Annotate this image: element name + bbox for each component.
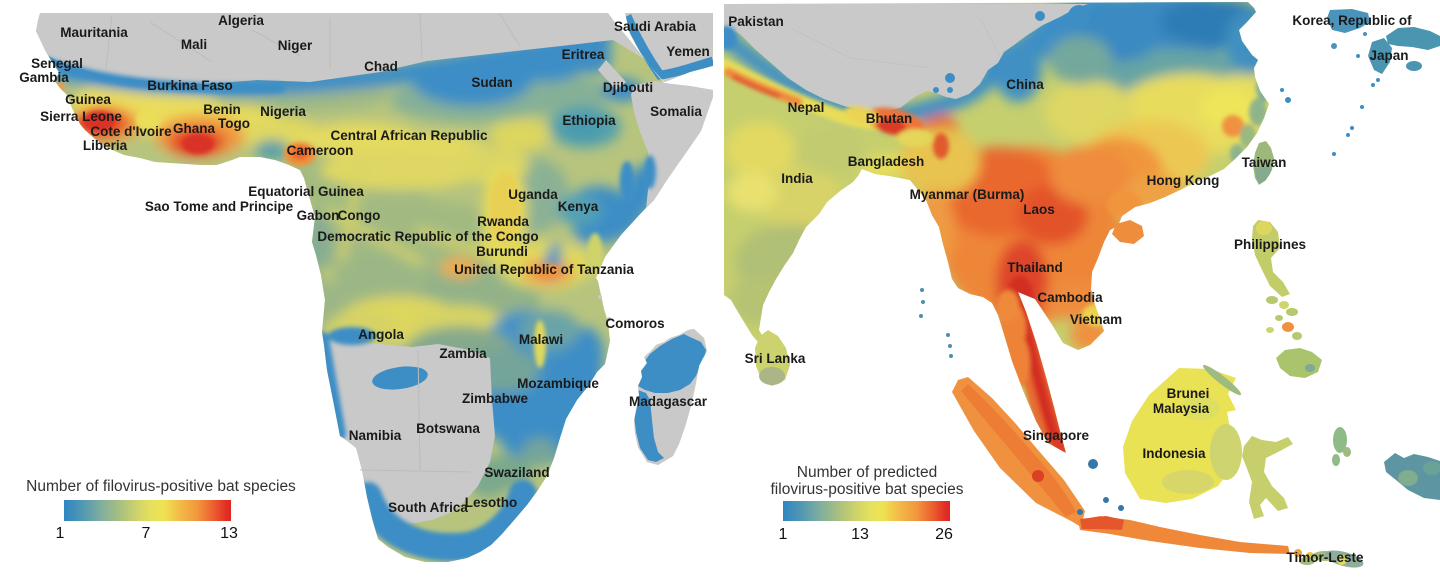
svg-text:Nepal: Nepal bbox=[788, 100, 825, 115]
svg-text:Liberia: Liberia bbox=[83, 138, 128, 153]
svg-text:Algeria: Algeria bbox=[218, 13, 264, 28]
svg-text:Cote d'Ivoire: Cote d'Ivoire bbox=[90, 124, 172, 139]
svg-text:India: India bbox=[781, 171, 813, 186]
svg-text:Zimbabwe: Zimbabwe bbox=[462, 391, 529, 406]
svg-text:Indonesia: Indonesia bbox=[1142, 446, 1206, 461]
svg-text:Hong Kong: Hong Kong bbox=[1147, 173, 1220, 188]
svg-text:Thailand: Thailand bbox=[1007, 260, 1063, 275]
svg-text:Kenya: Kenya bbox=[558, 199, 599, 214]
svg-text:Eritrea: Eritrea bbox=[562, 47, 605, 62]
svg-text:Bhutan: Bhutan bbox=[866, 111, 913, 126]
svg-text:Congo: Congo bbox=[338, 208, 381, 223]
svg-text:Democratic Republic of the Con: Democratic Republic of the Congo bbox=[317, 229, 538, 244]
svg-text:Sri Lanka: Sri Lanka bbox=[745, 351, 806, 366]
svg-text:Vietnam: Vietnam bbox=[1070, 312, 1122, 327]
svg-text:13: 13 bbox=[220, 525, 238, 542]
svg-text:United Republic of Tanzania: United Republic of Tanzania bbox=[454, 262, 634, 277]
svg-text:Malaysia: Malaysia bbox=[1153, 401, 1210, 416]
svg-text:Niger: Niger bbox=[278, 38, 313, 53]
svg-text:Sudan: Sudan bbox=[471, 75, 512, 90]
svg-text:Lesotho: Lesotho bbox=[465, 495, 518, 510]
svg-text:Togo: Togo bbox=[218, 116, 250, 131]
svg-text:Madagascar: Madagascar bbox=[629, 394, 708, 409]
svg-text:Taiwan: Taiwan bbox=[1242, 155, 1287, 170]
svg-text:Cameroon: Cameroon bbox=[287, 143, 354, 158]
svg-text:Ghana: Ghana bbox=[173, 121, 216, 136]
svg-text:Namibia: Namibia bbox=[349, 428, 402, 443]
svg-text:Uganda: Uganda bbox=[508, 187, 558, 202]
svg-text:Cambodia: Cambodia bbox=[1037, 290, 1103, 305]
svg-text:Nigeria: Nigeria bbox=[260, 104, 306, 119]
svg-text:Ethiopia: Ethiopia bbox=[562, 113, 616, 128]
svg-text:filovirus-positive bat species: filovirus-positive bat species bbox=[771, 481, 964, 498]
svg-text:Sierra Leone: Sierra Leone bbox=[40, 109, 122, 124]
svg-text:Angola: Angola bbox=[358, 327, 404, 342]
svg-text:Bangladesh: Bangladesh bbox=[848, 154, 925, 169]
svg-text:Number of filovirus-positive b: Number of filovirus-positive bat species bbox=[26, 478, 296, 495]
svg-text:Yemen: Yemen bbox=[666, 44, 710, 59]
svg-text:Comoros: Comoros bbox=[605, 316, 664, 331]
svg-text:26: 26 bbox=[935, 526, 953, 543]
svg-text:1: 1 bbox=[56, 525, 65, 542]
svg-text:Timor-Leste: Timor-Leste bbox=[1286, 550, 1364, 565]
svg-text:Rwanda: Rwanda bbox=[477, 214, 529, 229]
svg-text:Mali: Mali bbox=[181, 37, 207, 52]
svg-text:Philippines: Philippines bbox=[1234, 237, 1306, 252]
svg-text:Japan: Japan bbox=[1369, 48, 1408, 63]
svg-text:Korea, Republic of: Korea, Republic of bbox=[1292, 13, 1412, 28]
svg-text:Singapore: Singapore bbox=[1023, 428, 1090, 443]
svg-text:Senegal: Senegal bbox=[31, 56, 83, 71]
svg-text:Somalia: Somalia bbox=[650, 104, 702, 119]
svg-text:Guinea: Guinea bbox=[65, 92, 111, 107]
svg-text:Myanmar (Burma): Myanmar (Burma) bbox=[910, 187, 1025, 202]
svg-text:Equatorial Guinea: Equatorial Guinea bbox=[248, 184, 364, 199]
svg-text:Burundi: Burundi bbox=[476, 244, 528, 259]
svg-text:Saudi Arabia: Saudi Arabia bbox=[614, 19, 697, 34]
svg-text:Chad: Chad bbox=[364, 59, 398, 74]
svg-text:Swaziland: Swaziland bbox=[484, 465, 549, 480]
svg-text:Benin: Benin bbox=[203, 102, 241, 117]
svg-text:Brunei: Brunei bbox=[1167, 386, 1210, 401]
svg-text:Sao Tome and Principe: Sao Tome and Principe bbox=[145, 199, 294, 214]
svg-text:Central African Republic: Central African Republic bbox=[330, 128, 488, 143]
svg-text:13: 13 bbox=[851, 526, 869, 543]
svg-text:Botswana: Botswana bbox=[416, 421, 480, 436]
svg-text:Laos: Laos bbox=[1023, 202, 1055, 217]
svg-text:Malawi: Malawi bbox=[519, 332, 563, 347]
svg-text:1: 1 bbox=[779, 526, 788, 543]
svg-text:Gabon: Gabon bbox=[297, 208, 340, 223]
svg-text:China: China bbox=[1006, 77, 1044, 92]
svg-text:Burkina Faso: Burkina Faso bbox=[147, 78, 233, 93]
svg-text:Djibouti: Djibouti bbox=[603, 80, 653, 95]
svg-text:Zambia: Zambia bbox=[439, 346, 487, 361]
svg-text:Pakistan: Pakistan bbox=[728, 14, 784, 29]
svg-text:7: 7 bbox=[142, 525, 151, 542]
svg-text:South Africa: South Africa bbox=[388, 500, 468, 515]
svg-text:Mozambique: Mozambique bbox=[517, 376, 599, 391]
svg-text:Gambia: Gambia bbox=[19, 70, 69, 85]
svg-text:Number of predicted: Number of predicted bbox=[797, 464, 937, 481]
svg-text:Mauritania: Mauritania bbox=[60, 25, 128, 40]
